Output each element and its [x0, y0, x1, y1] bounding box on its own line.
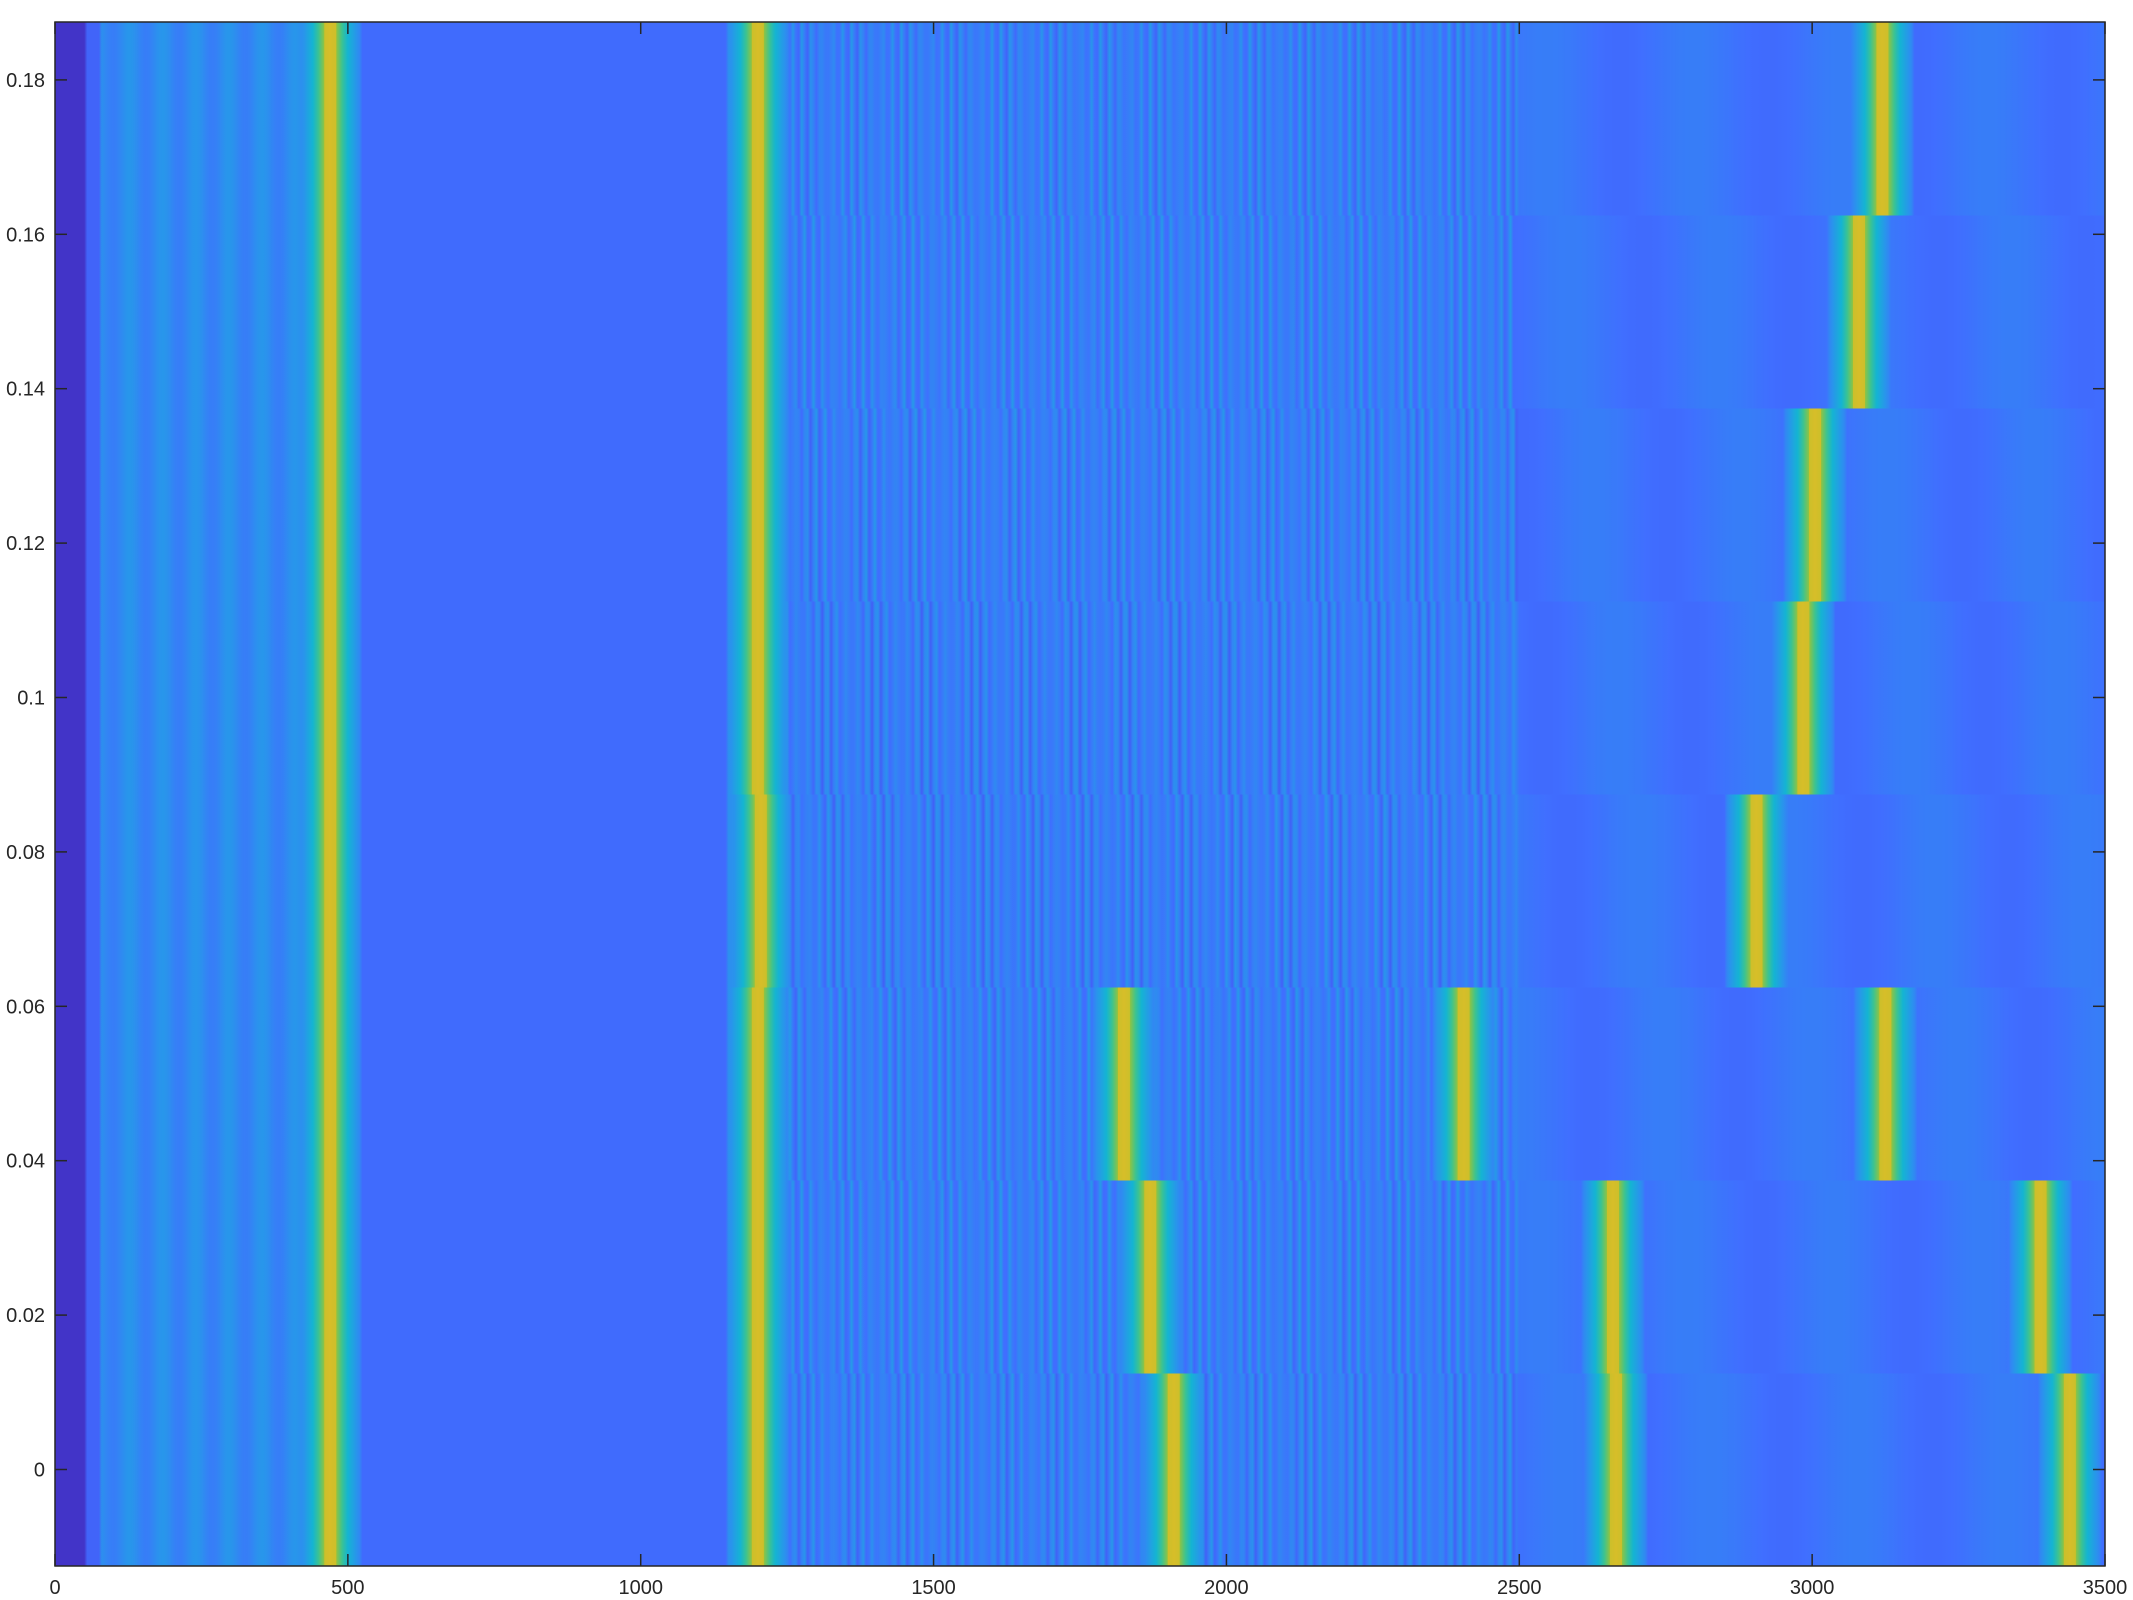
peak-band [1609, 1373, 1622, 1567]
x-tick-label: 1000 [618, 1577, 663, 1599]
peak-band [2034, 1180, 2047, 1374]
heatmap-row [55, 215, 2105, 409]
x-tick-label: 1500 [911, 1577, 956, 1599]
peak-band [1879, 987, 1892, 1181]
peak-band [324, 987, 337, 1181]
heatmap-row [55, 22, 2105, 216]
y-tick-label: 0.02 [6, 1305, 45, 1327]
y-tick-label: 0.1 [17, 688, 45, 710]
peak-band [1144, 1180, 1157, 1374]
peak-band [751, 1373, 764, 1567]
y-tick-label: 0.18 [6, 70, 45, 92]
x-tick-label: 2500 [1497, 1577, 1542, 1599]
peak-band [1607, 1180, 1619, 1374]
peak-band [1457, 987, 1470, 1181]
peak-band [1853, 215, 1865, 409]
y-tick-label: 0.04 [6, 1151, 45, 1173]
peak-band [1167, 1373, 1180, 1567]
peak-band [751, 1180, 764, 1374]
peak-band [1876, 22, 1889, 216]
peak-band [324, 601, 337, 795]
x-tick-label: 3500 [2083, 1577, 2128, 1599]
peak-band [751, 408, 764, 602]
y-tick-label: 0 [34, 1460, 45, 1482]
peak-band [2063, 1373, 2076, 1567]
y-tick-label: 0.06 [6, 996, 45, 1018]
x-tick-label: 2000 [1204, 1577, 1249, 1599]
peak-band [754, 794, 767, 988]
heatmap-row [55, 1180, 2105, 1374]
heatmap-row [55, 408, 2105, 602]
y-tick-label: 0.08 [6, 842, 45, 864]
peak-band [1117, 987, 1130, 1181]
y-tick-label: 0.16 [6, 224, 45, 246]
peak-band [324, 1180, 337, 1374]
y-tick-label: 0.12 [6, 533, 45, 555]
peak-band [1797, 601, 1810, 795]
peak-band [324, 794, 337, 988]
peak-band [751, 215, 764, 409]
peak-band [1809, 408, 1822, 602]
peak-band [324, 1373, 337, 1567]
peak-band [324, 22, 337, 216]
peak-band [1750, 794, 1763, 988]
heatmap-row [55, 794, 2105, 988]
heatmap-row [55, 987, 2105, 1181]
heatmap-row [55, 1373, 2105, 1567]
x-tick-label: 500 [331, 1577, 364, 1599]
x-tick-label: 0 [49, 1577, 60, 1599]
peak-band [751, 987, 764, 1181]
axes-frame [54, 21, 2106, 1567]
peak-band [324, 215, 337, 409]
x-tick-label: 3000 [1790, 1577, 1835, 1599]
y-tick-label: 0.14 [6, 379, 45, 401]
peak-band [751, 22, 764, 216]
peak-band [751, 601, 764, 795]
peak-band [324, 408, 337, 602]
heatmap-row [55, 601, 2105, 795]
